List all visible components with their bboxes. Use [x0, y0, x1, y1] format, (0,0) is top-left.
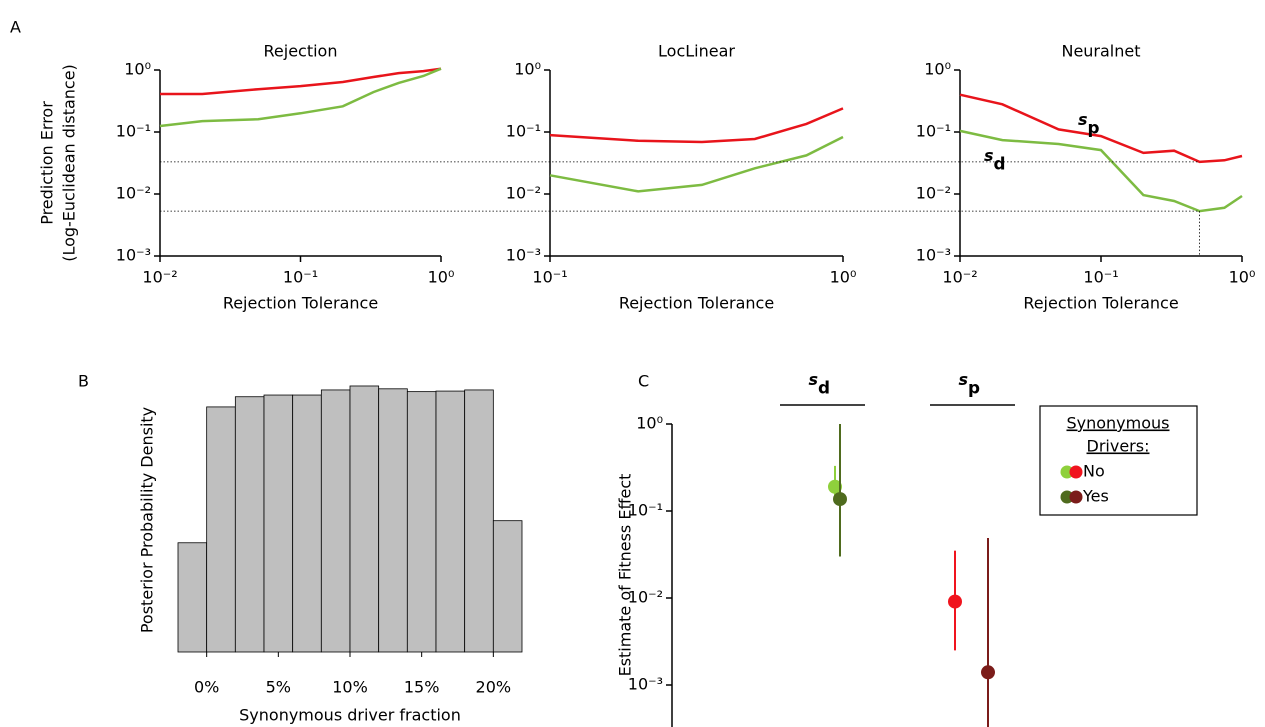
- y-tick-label: 10⁻³: [116, 246, 151, 265]
- line-series: [959, 93, 1243, 164]
- y-tick-label: 10⁻²: [628, 588, 663, 607]
- x-tick-label: 10%: [332, 678, 368, 697]
- symbol-label: sp: [959, 370, 981, 398]
- histogram-bar: [378, 388, 408, 653]
- y-axis-label: Prediction Error: [38, 101, 57, 225]
- y-axis-label: (Log-Euclidean distance): [60, 64, 79, 262]
- x-axis-label: Rejection Tolerance: [223, 294, 378, 313]
- subscript: d: [994, 153, 1006, 173]
- x-tick-label: 15%: [404, 678, 440, 697]
- x-tick-label: 10⁻²: [142, 268, 177, 287]
- x-axis-label: Rejection Tolerance: [619, 294, 774, 313]
- symbol-label: sd: [984, 146, 1006, 174]
- y-axis-label: Posterior Probability Density: [138, 407, 157, 633]
- histogram-bar: [234, 396, 265, 653]
- symbol: s: [959, 370, 969, 389]
- subscript: d: [818, 377, 830, 397]
- histogram-bar: [464, 389, 494, 653]
- panel-title: Neuralnet: [1061, 42, 1140, 61]
- y-tick-label: 10⁻³: [916, 246, 951, 265]
- x-tick-label: 10⁻¹: [532, 268, 567, 287]
- y-tick-label: 10⁻¹: [116, 122, 151, 141]
- symbol-label: sp: [1078, 110, 1100, 138]
- x-axis-label: Synonymous driver fraction: [239, 706, 461, 725]
- histogram-bar: [406, 391, 437, 653]
- line-series: [160, 67, 442, 96]
- legend-title: Synonymous: [1066, 414, 1169, 433]
- symbol: s: [809, 370, 819, 389]
- y-tick-label: 10⁰: [514, 60, 541, 79]
- x-tick-label: 5%: [266, 678, 291, 697]
- panel-title: LocLinear: [658, 42, 735, 61]
- symbol: s: [1078, 110, 1088, 129]
- y-tick-label: 10⁻¹: [506, 122, 541, 141]
- histogram-bar: [349, 385, 380, 653]
- histogram-bar: [177, 542, 208, 653]
- histogram-bar: [435, 390, 466, 653]
- y-tick-label: 10⁻²: [506, 184, 541, 203]
- x-tick-label: 0%: [194, 678, 219, 697]
- axis-spine: [549, 70, 843, 257]
- panel-title: Rejection: [264, 42, 338, 61]
- y-axis-label: Estimate of Fitness Effect: [616, 474, 635, 677]
- subscript: p: [968, 377, 980, 397]
- x-tick-label: 10⁻¹: [1083, 268, 1118, 287]
- symbol: s: [984, 146, 994, 165]
- legend-title: Drivers:: [1087, 437, 1150, 456]
- x-tick-label: 20%: [476, 678, 512, 697]
- y-tick-label: 10⁰: [636, 414, 663, 433]
- y-tick-label: 10⁻¹: [916, 122, 951, 141]
- histogram-bar: [492, 520, 523, 653]
- histogram-bar: [206, 406, 236, 653]
- panel-letter: C: [638, 372, 649, 391]
- y-tick-label: 10⁰: [124, 60, 151, 79]
- y-tick-label: 10⁰: [924, 60, 951, 79]
- subscript: p: [1088, 117, 1100, 137]
- symbol-label: sd: [809, 370, 831, 398]
- point: [833, 492, 847, 507]
- legend-label: No: [1083, 462, 1105, 481]
- x-tick-label: 10⁰: [428, 268, 455, 287]
- x-tick-label: 10⁰: [1229, 268, 1256, 287]
- point: [828, 479, 842, 494]
- x-tick-label: 10⁰: [830, 268, 857, 287]
- legend-swatch: [1069, 490, 1083, 504]
- histogram-bar: [292, 394, 322, 653]
- y-tick-label: 10⁻²: [116, 184, 151, 203]
- panel-letter: B: [78, 372, 89, 391]
- histogram-bar: [320, 389, 351, 653]
- y-tick-label: 10⁻²: [916, 184, 951, 203]
- line-series: [159, 67, 442, 128]
- panel-letter: A: [10, 18, 21, 37]
- x-tick-label: 10⁻¹: [283, 268, 318, 287]
- line-series: [549, 135, 844, 193]
- point: [948, 594, 962, 609]
- axis-spine: [159, 70, 441, 257]
- point: [981, 665, 995, 680]
- y-tick-label: 10⁻³: [628, 675, 663, 694]
- y-tick-label: 10⁻³: [506, 246, 541, 265]
- legend-label: Yes: [1082, 487, 1109, 506]
- legend-swatch: [1060, 490, 1074, 504]
- line-series: [549, 107, 844, 144]
- legend-swatch: [1060, 465, 1074, 479]
- x-axis-label: Rejection Tolerance: [1023, 294, 1178, 313]
- legend-swatch: [1069, 465, 1083, 479]
- histogram-bar: [263, 394, 294, 653]
- x-tick-label: 10⁻²: [942, 268, 977, 287]
- line-series: [959, 129, 1243, 213]
- y-tick-label: 10⁻¹: [628, 501, 663, 520]
